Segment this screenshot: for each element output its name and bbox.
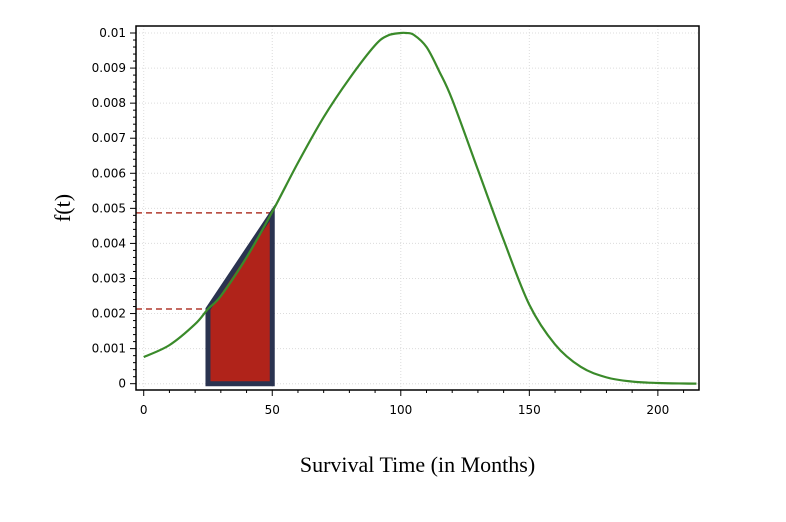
y-axis-title: f(t) bbox=[50, 194, 75, 222]
series-layer bbox=[143, 31, 697, 385]
x-tick-label: 100 bbox=[389, 403, 412, 417]
y-tick-label: 0.006 bbox=[92, 166, 126, 180]
x-tick-label: 150 bbox=[518, 403, 541, 417]
y-tick-label: 0.008 bbox=[92, 96, 126, 110]
y-tick-label: 0.009 bbox=[92, 61, 126, 75]
x-tick-label: 0 bbox=[140, 403, 148, 417]
x-ticks: 0 50 100 150 200 bbox=[140, 390, 685, 417]
y-tick-label: 0.001 bbox=[92, 342, 126, 356]
y-tick-label: 0.01 bbox=[99, 26, 126, 40]
x-tick-label: 200 bbox=[646, 403, 669, 417]
density-curve-line bbox=[143, 31, 697, 385]
x-tick-label: 50 bbox=[265, 403, 280, 417]
y-tick-label: 0.007 bbox=[92, 131, 126, 145]
reference-lines bbox=[136, 212, 273, 310]
y-tick-label: 0.002 bbox=[92, 307, 126, 321]
y-tick-label: 0 bbox=[118, 377, 126, 391]
y-tick-label: 0.004 bbox=[92, 236, 126, 250]
y-tick-label: 0.005 bbox=[92, 201, 126, 215]
y-tick-label: 0.003 bbox=[92, 271, 126, 285]
x-axis-title: Survival Time (in Months) bbox=[300, 452, 535, 477]
y-ticks: 0 0.001 0.002 0.003 0.004 0.005 0.006 0.007 0.00… bbox=[92, 26, 136, 391]
